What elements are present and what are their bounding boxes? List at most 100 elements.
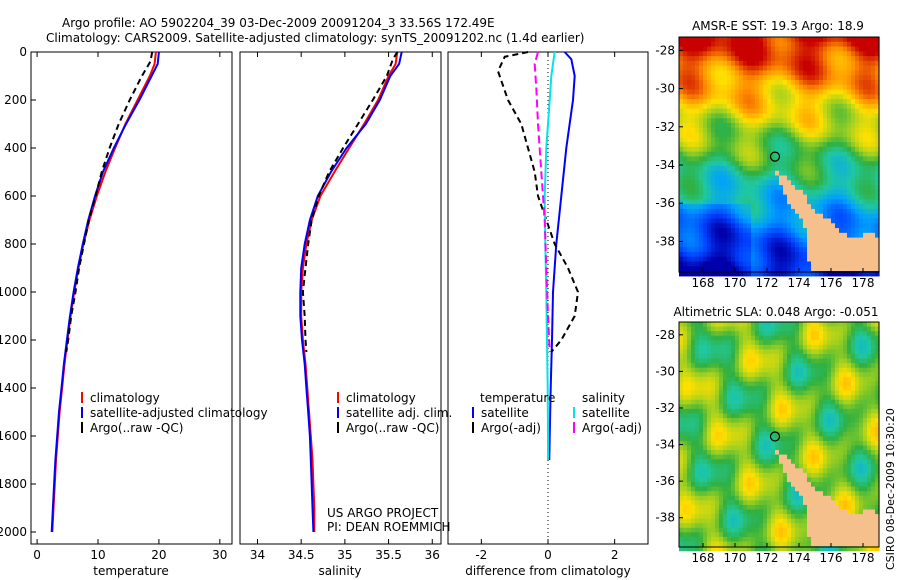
map-cell <box>839 404 844 410</box>
map-cell <box>731 194 736 200</box>
map-cell <box>691 491 696 497</box>
map-cell <box>847 189 852 196</box>
map-cell <box>843 431 848 437</box>
map-cell <box>699 477 704 483</box>
map-cell <box>819 103 824 110</box>
map-cell <box>867 266 872 272</box>
map-cell <box>807 422 812 428</box>
map-cell <box>739 170 744 177</box>
map-cell <box>679 482 684 488</box>
map-cell <box>695 358 700 364</box>
map-cell <box>755 103 760 110</box>
map-cell <box>767 175 772 181</box>
map-cell <box>823 99 828 105</box>
map-cell <box>815 137 820 143</box>
map-cell <box>791 237 796 243</box>
map-cell <box>783 523 788 529</box>
map-cell <box>679 256 684 263</box>
map-x-tick-label: 174 <box>788 276 811 290</box>
map-cell <box>759 251 764 258</box>
map-cell <box>759 431 764 437</box>
map-cell <box>683 146 688 153</box>
map-cell <box>691 118 696 124</box>
map-cell <box>723 381 728 387</box>
map-cell <box>699 89 704 95</box>
map-cell <box>691 532 696 538</box>
map-cell <box>743 450 748 456</box>
map-cell <box>819 242 824 248</box>
map-cell <box>791 127 796 134</box>
map-cell <box>795 194 800 200</box>
map-cell <box>827 65 832 72</box>
map-cell <box>755 514 760 520</box>
map-cell <box>739 436 744 442</box>
map-cell <box>831 185 836 191</box>
map-cell <box>795 89 800 95</box>
map-cell <box>871 213 876 220</box>
map-cell <box>855 536 860 543</box>
map-cell <box>791 450 796 456</box>
map-cell <box>835 127 840 134</box>
map-cell <box>707 127 712 134</box>
map-cell <box>787 37 792 43</box>
map-cell <box>735 404 740 410</box>
map-cell <box>867 65 872 72</box>
map-cell <box>839 386 844 392</box>
map-cell <box>819 113 824 119</box>
map-cell <box>687 156 692 162</box>
map-cell <box>827 468 832 474</box>
map-cell <box>791 431 796 437</box>
map-cell <box>759 242 764 248</box>
map-cell <box>679 358 684 364</box>
map-cell <box>787 70 792 76</box>
map-cell <box>859 514 864 520</box>
map-cell <box>755 541 760 547</box>
map-cell <box>747 204 752 210</box>
map-cell <box>823 94 828 100</box>
map-cell <box>695 151 700 158</box>
map-cell <box>691 413 696 419</box>
map-cell <box>743 532 748 538</box>
map-cell <box>735 146 740 153</box>
map-cell <box>723 386 728 392</box>
map-cell <box>819 37 824 43</box>
map-cell <box>867 322 872 328</box>
map-cell <box>815 509 820 515</box>
map-cell <box>743 472 748 479</box>
map-cell <box>787 422 792 428</box>
map-cell <box>807 256 812 263</box>
map-cell <box>807 127 812 134</box>
map-cell <box>707 165 712 172</box>
map-cell <box>815 440 820 447</box>
map-cell <box>739 541 744 547</box>
map-cell <box>683 156 688 162</box>
map-cell <box>763 454 768 460</box>
map-cell <box>859 468 864 474</box>
map-cell <box>811 523 816 529</box>
legend-label-sal-argo: Argo(-adj) <box>582 421 642 435</box>
map-cell <box>827 56 832 62</box>
map-cell <box>811 165 816 172</box>
map-cell <box>727 127 732 134</box>
map-cell <box>743 118 748 124</box>
map-cell <box>687 70 692 76</box>
map-cell <box>767 132 772 138</box>
map-cell <box>843 486 848 492</box>
map-cell <box>679 331 684 337</box>
map-cell <box>715 170 720 177</box>
map-cell <box>775 223 780 229</box>
map-cell <box>759 37 764 43</box>
map-cell <box>839 218 844 224</box>
map-cell <box>715 536 720 543</box>
map-cell <box>851 335 856 341</box>
map-cell <box>843 344 848 351</box>
map-cell <box>779 536 784 543</box>
map-cell <box>739 491 744 497</box>
map-cell <box>703 413 708 419</box>
map-cell <box>823 363 828 369</box>
map-cell <box>775 436 780 442</box>
map-cell <box>695 514 700 520</box>
map-cell <box>743 440 748 447</box>
map-cell <box>703 440 708 447</box>
map-cell <box>855 56 860 62</box>
